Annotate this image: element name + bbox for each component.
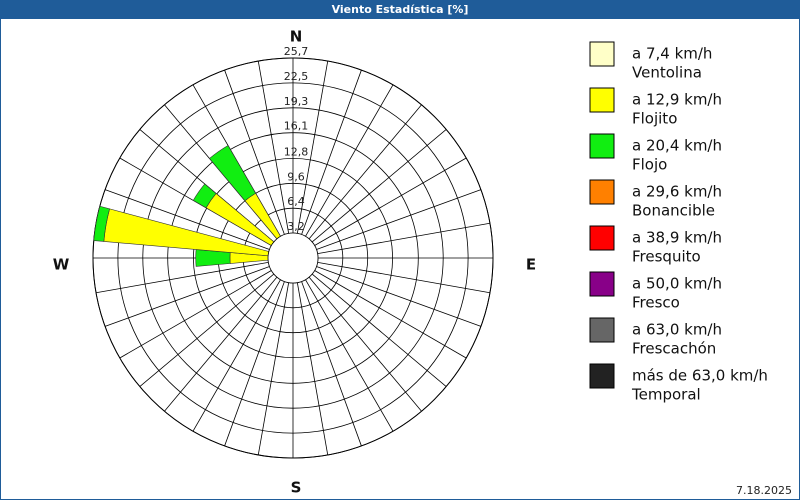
- legend-description: Flojito: [632, 110, 677, 128]
- chart-title: Viento Estadística [%]: [332, 3, 469, 16]
- legend-description: Fresco: [632, 294, 680, 312]
- legend-swatch: [590, 88, 614, 112]
- legend-label: a 29,6 km/h: [632, 183, 722, 201]
- r-tick-label: 12,8: [284, 145, 309, 158]
- legend-label: a 50,0 km/h: [632, 275, 722, 293]
- legend-swatch: [590, 42, 614, 66]
- legend-label: a 63,0 km/h: [632, 321, 722, 339]
- r-tick-label: 16,1: [284, 120, 309, 133]
- inner-circle: [268, 233, 318, 283]
- legend-swatch: [590, 272, 614, 296]
- legend-label: a 20,4 km/h: [632, 137, 722, 155]
- legend-swatch: [590, 226, 614, 250]
- r-tick-label: 3,2: [287, 220, 305, 233]
- r-tick-label: 22,5: [284, 70, 309, 83]
- compass-label: N: [290, 28, 303, 46]
- legend-swatch: [590, 134, 614, 158]
- compass-label: W: [53, 256, 70, 274]
- legend-description: Bonancible: [632, 202, 715, 220]
- legend-description: Temporal: [631, 386, 701, 404]
- r-tick-label: 25,7: [284, 45, 309, 58]
- legend-label: a 7,4 km/h: [632, 45, 712, 63]
- legend-label: a 12,9 km/h: [632, 91, 722, 109]
- legend-swatch: [590, 318, 614, 342]
- legend-description: Fresquito: [632, 248, 701, 266]
- legend-label: más de 63,0 km/h: [632, 367, 768, 385]
- legend-swatch: [590, 364, 614, 388]
- legend-swatch: [590, 180, 614, 204]
- legend-description: Ventolina: [632, 64, 702, 82]
- legend-label: a 38,9 km/h: [632, 229, 722, 247]
- compass-label: E: [526, 256, 536, 274]
- r-tick-label: 9,6: [287, 170, 305, 183]
- legend-description: Frescachón: [632, 340, 716, 358]
- date: 7.18.2025: [736, 484, 792, 497]
- compass-label: S: [291, 479, 302, 497]
- r-tick-label: 19,3: [284, 95, 309, 108]
- legend-description: Flojo: [632, 156, 667, 174]
- r-tick-label: 6,4: [287, 195, 305, 208]
